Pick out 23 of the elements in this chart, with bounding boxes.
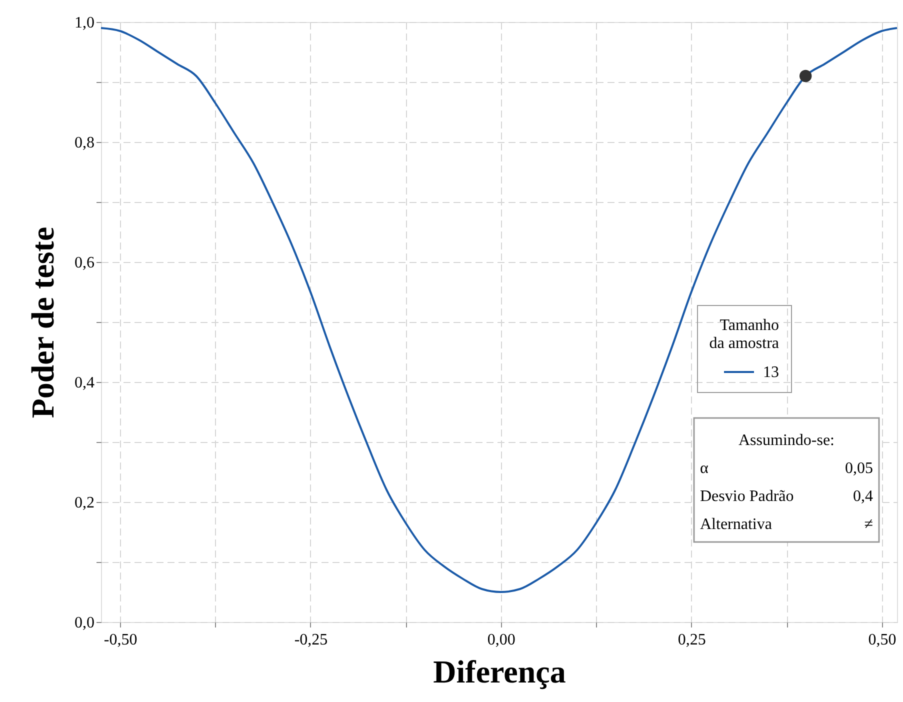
x-tick-label: -0,50 <box>104 632 138 648</box>
y-tick-label: 0,0 <box>74 614 94 632</box>
x-tick-label: 0,00 <box>487 632 516 648</box>
x-tick-label: 0,50 <box>868 632 896 648</box>
annotation: Alternativa <box>700 516 772 533</box>
x-tick-label: -0,25 <box>294 632 328 648</box>
annotation: ≠ <box>864 516 874 533</box>
y-tick-label: 1,0 <box>74 14 94 32</box>
y-tick-label: 0,4 <box>74 374 94 392</box>
line-series <box>100 27 898 593</box>
annotation: α <box>700 460 709 477</box>
y-tick-label: 0,8 <box>74 134 94 152</box>
legend-title: Tamanho da amostra <box>709 317 779 352</box>
y-tick-label: 0,6 <box>74 254 94 272</box>
y-tick-label: 0,2 <box>74 494 94 512</box>
y-axis-title: Poder de teste <box>24 226 60 418</box>
annotation: Desvio Padrão <box>700 488 794 505</box>
annotation: 0,05 <box>845 460 873 477</box>
annotation: Assumindo-se: <box>738 432 834 449</box>
x-axis-title: Diferença <box>433 654 566 690</box>
legend-label: 13 <box>763 364 779 381</box>
annotation: 0,4 <box>853 488 873 505</box>
x-tick-label: 0,25 <box>678 632 706 648</box>
